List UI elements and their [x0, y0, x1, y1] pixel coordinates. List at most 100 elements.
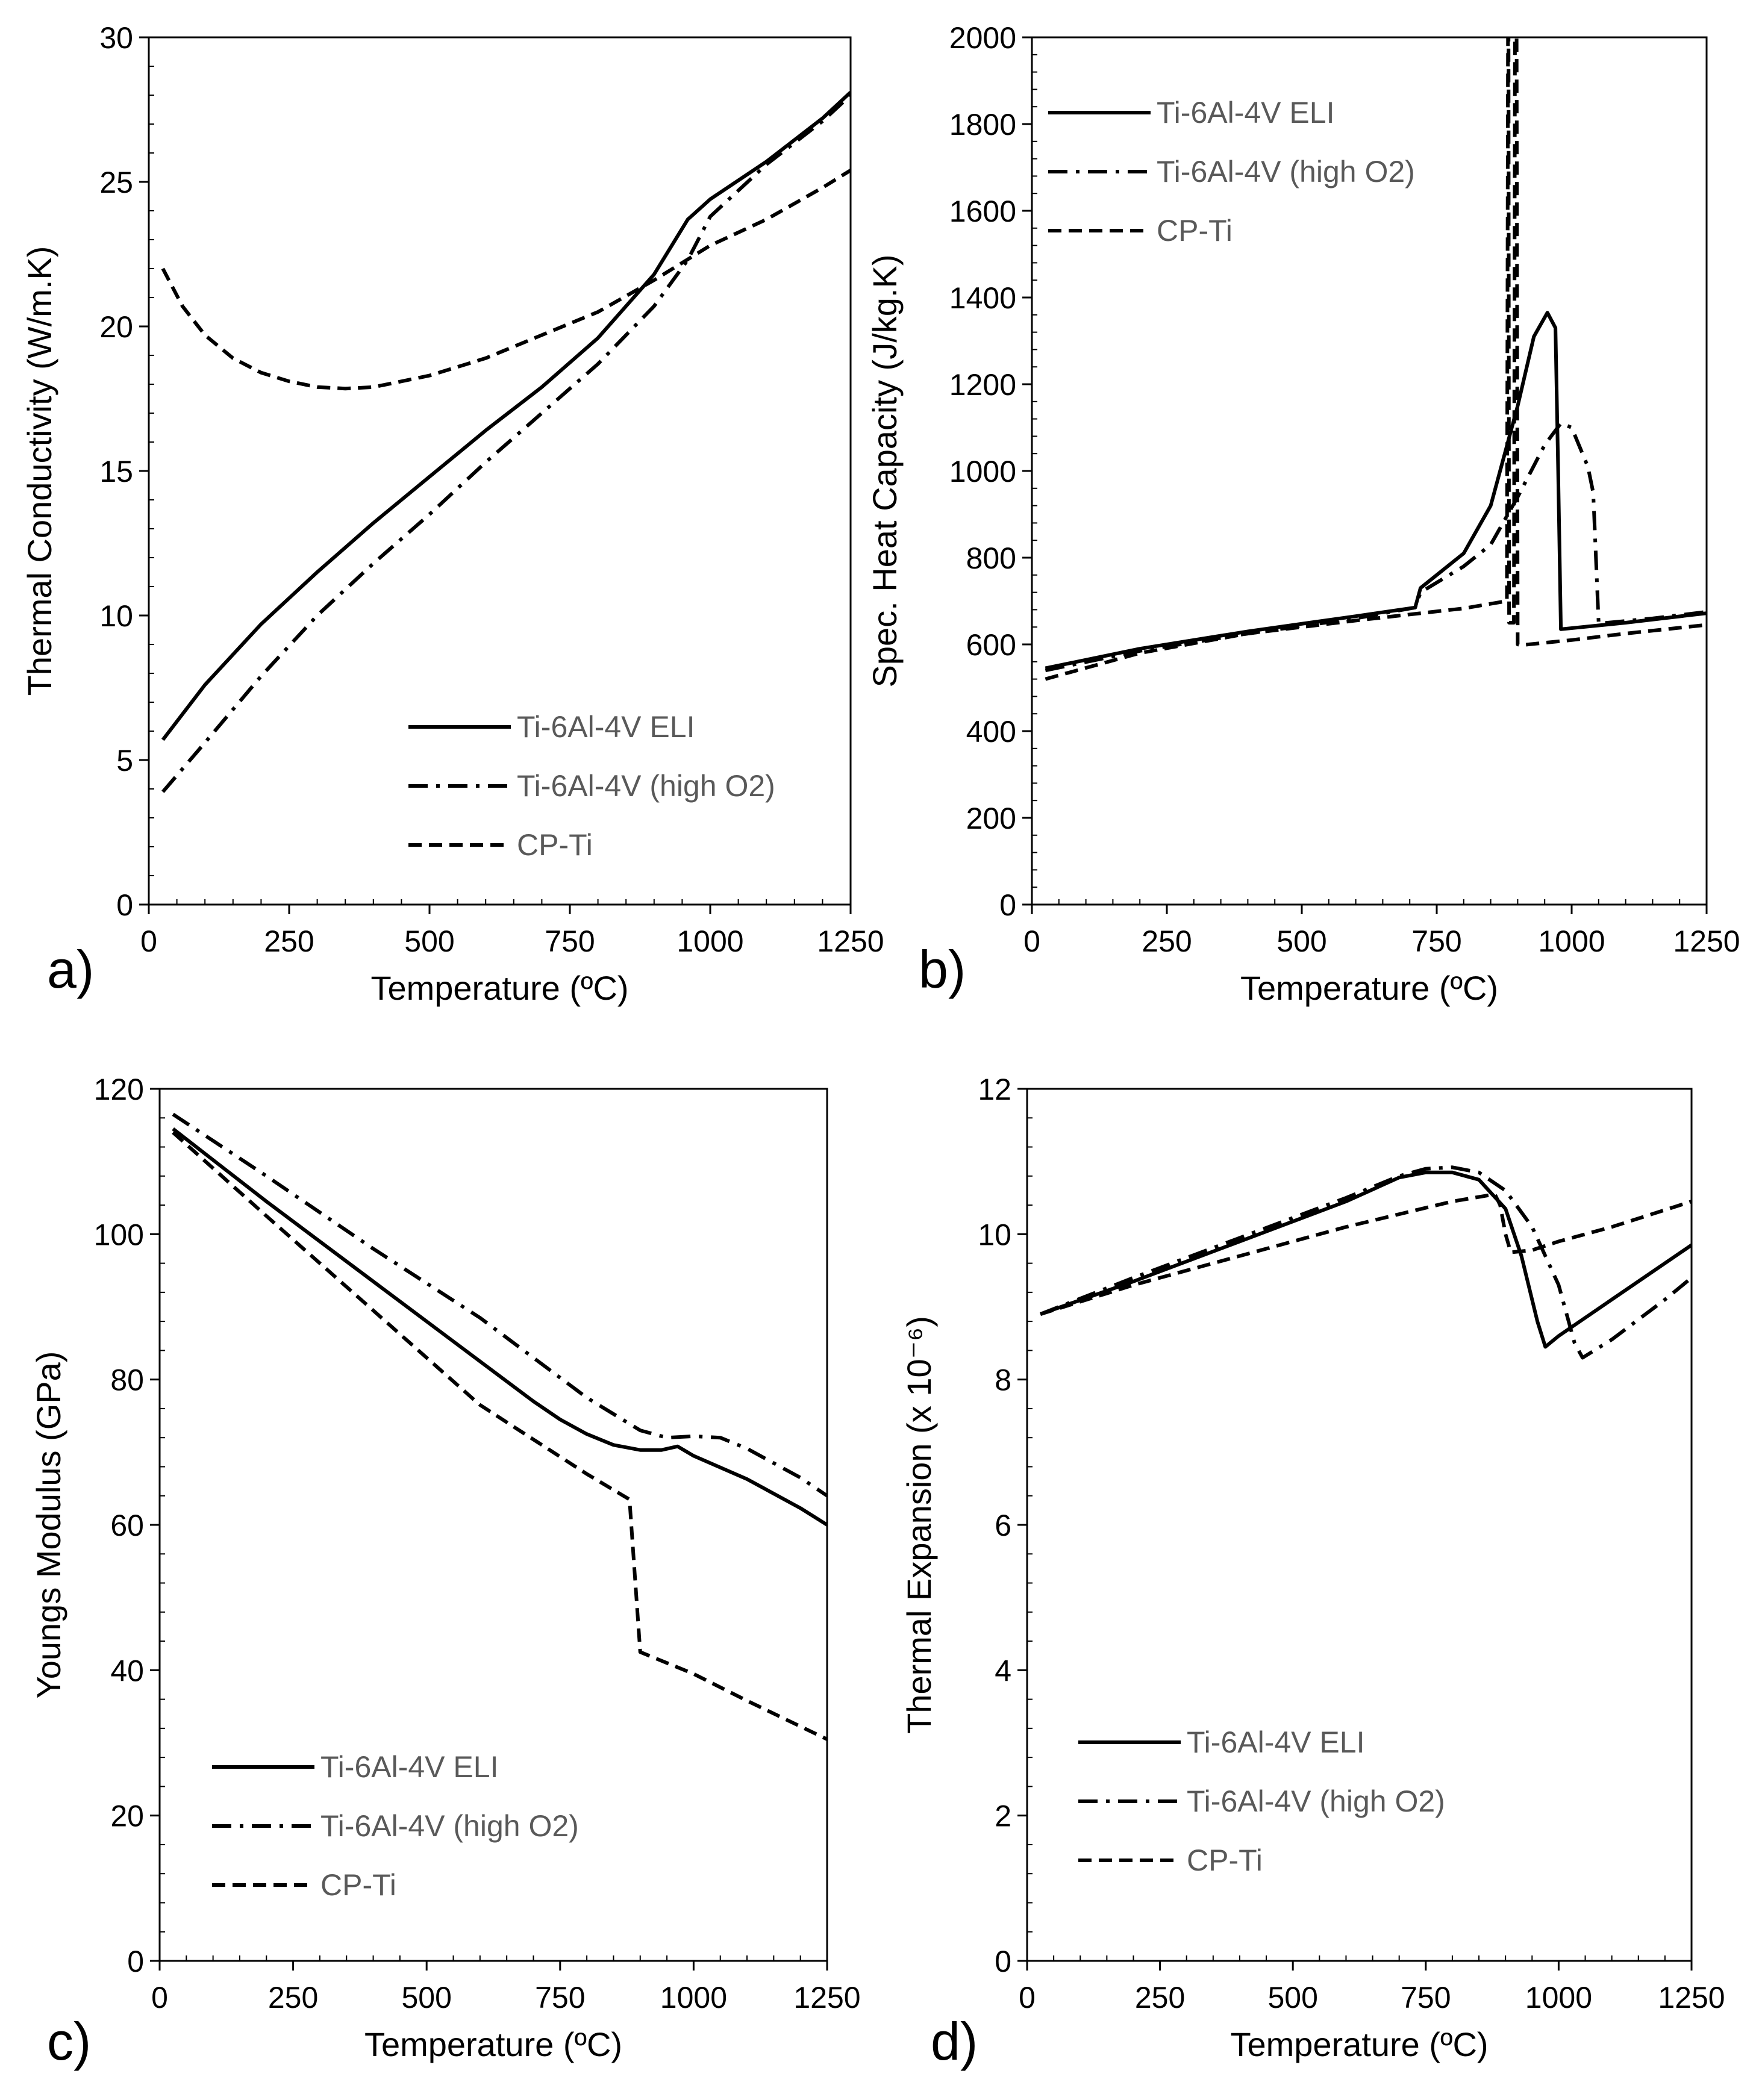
series-line-dashed: [1045, 37, 1707, 681]
x-tick-label: 500: [1276, 924, 1326, 958]
x-tick-label: 750: [1401, 1981, 1451, 2014]
y-tick-label: 800: [966, 541, 1016, 575]
y-tick-label: 0: [127, 1945, 144, 1978]
series-line-dashdot: [1040, 1165, 1692, 1360]
y-tick-label: 200: [966, 802, 1016, 835]
legend-entry: Ti-6Al-4V ELI: [320, 1750, 498, 1784]
x-tick-label: 0: [151, 1981, 168, 2014]
x-tick-label: 750: [535, 1981, 585, 2014]
y-tick-label: 400: [966, 715, 1016, 749]
series-line-dashdot: [172, 1112, 827, 1498]
panel-letter: c): [47, 2011, 91, 2071]
y-tick-label: 60: [110, 1509, 144, 1542]
x-tick-label: 250: [264, 924, 314, 958]
x-tick-label: 1250: [1658, 1981, 1725, 2014]
legend-entry: CP-Ti: [320, 1868, 396, 1902]
series-group: [1045, 37, 1707, 681]
x-tick-label: 500: [404, 924, 454, 958]
chart-panel-c: 0 20 40 60 80 100 120 0 250 500 750 1000 1250 Tempera…: [30, 1073, 861, 2071]
series-line-solid: [161, 90, 851, 741]
x-tick-label: 1250: [817, 924, 884, 958]
x-tick-label: 0: [1019, 1981, 1036, 2014]
panel-letter: a): [47, 939, 94, 999]
y-tick-label: 15: [99, 455, 133, 488]
panel-letter: b): [919, 939, 966, 999]
legend-entry: Ti-6Al-4V ELI: [1187, 1725, 1364, 1759]
y-tick-label: 1000: [949, 455, 1016, 488]
y-tick-label: 20: [110, 1799, 144, 1833]
series-line-dashdot: [161, 93, 851, 793]
x-tick-label: 0: [1023, 924, 1040, 958]
y-tick-label: 8: [995, 1363, 1011, 1397]
legend: Ti-6Al-4V ELI Ti-6Al-4V (high O2) CP-Ti: [408, 710, 775, 862]
x-tick-label: 750: [545, 924, 595, 958]
y-axis-label: Thermal Expansion (x 10⁻⁶): [900, 1316, 938, 1734]
y-tick-label: 600: [966, 628, 1016, 662]
y-tick-label: 4: [995, 1654, 1011, 1687]
y-tick-label: 5: [116, 744, 133, 777]
y-tick-label: 1200: [949, 368, 1016, 402]
x-tick-label: 750: [1411, 924, 1461, 958]
y-tick-label: 25: [99, 166, 133, 199]
y-tick-label: 20: [99, 310, 133, 344]
y-tick-label: 6: [995, 1509, 1011, 1542]
series-line-solid: [172, 1127, 827, 1527]
x-axis-label: Temperature (ºC): [1240, 969, 1498, 1007]
series-line-dashed: [161, 169, 851, 391]
x-tick-label: 1250: [1673, 924, 1740, 958]
legend: Ti-6Al-4V ELI Ti-6Al-4V (high O2) CP-Ti: [1078, 1725, 1445, 1877]
legend-entry: CP-Ti: [1157, 214, 1233, 248]
y-tick-label: 1800: [949, 108, 1016, 142]
y-tick-label: 10: [978, 1218, 1011, 1251]
y-tick-label: 12: [978, 1073, 1011, 1106]
x-tick-label: 500: [401, 1981, 451, 2014]
x-tick-label: 0: [140, 924, 157, 958]
x-tick-label: 1000: [1538, 924, 1605, 958]
x-axis-label: Temperature (ºC): [370, 969, 628, 1007]
panel-letter: d): [931, 2011, 978, 2071]
legend-entry: Ti-6Al-4V (high O2): [517, 769, 775, 803]
legend-entry: Ti-6Al-4V ELI: [1157, 96, 1334, 129]
y-tick-label: 1600: [949, 195, 1016, 228]
x-axis-label: Temperature (ºC): [364, 2025, 622, 2063]
x-tick-label: 250: [268, 1981, 318, 2014]
series-group: [1040, 1165, 1692, 1360]
legend: Ti-6Al-4V ELI Ti-6Al-4V (high O2) CP-Ti: [212, 1750, 579, 1902]
x-tick-label: 1250: [793, 1981, 860, 2014]
chart-panel-d: 0 2 4 6 8 10 12 0 250 500 750 1000 1250 Temperature (…: [900, 1073, 1725, 2071]
y-tick-label: 100: [94, 1218, 144, 1251]
y-tick-label: 80: [110, 1363, 144, 1397]
y-tick-label: 0: [999, 888, 1016, 922]
x-tick-label: 250: [1135, 1981, 1185, 2014]
y-tick-label: 30: [99, 21, 133, 55]
y-tick-label: 10: [99, 599, 133, 633]
legend-entry: Ti-6Al-4V ELI: [517, 710, 695, 744]
x-tick-label: 1000: [660, 1981, 727, 2014]
legend: Ti-6Al-4V ELI Ti-6Al-4V (high O2) CP-Ti: [1048, 96, 1415, 248]
y-axis-label: Thermal Conductivity (W/m.K): [20, 246, 58, 696]
y-tick-label: 0: [116, 888, 133, 922]
y-axis-label: Youngs Modulus (GPa): [30, 1351, 67, 1699]
chart-panel-b: 0 200 400 600 800 1000 1200 1400 1600 1800 2000 0 25…: [866, 21, 1740, 1007]
series-group: [161, 90, 851, 793]
series-group: [172, 1112, 827, 1741]
x-tick-label: 500: [1267, 1981, 1317, 2014]
y-axis-label: Spec. Heat Capacity (J/kg.K): [866, 255, 904, 688]
y-tick-label: 2000: [949, 21, 1016, 55]
x-tick-label: 1000: [1525, 1981, 1592, 2014]
legend-entry: Ti-6Al-4V (high O2): [1187, 1784, 1445, 1818]
y-tick-label: 2: [995, 1799, 1011, 1833]
y-tick-label: 120: [94, 1073, 144, 1106]
y-tick-label: 1400: [949, 281, 1016, 315]
x-tick-label: 250: [1142, 924, 1192, 958]
x-axis-label: Temperature (ºC): [1230, 2025, 1488, 2063]
legend-entry: Ti-6Al-4V (high O2): [320, 1809, 579, 1843]
series-line-solid: [1040, 1170, 1692, 1349]
legend-entry: CP-Ti: [1187, 1843, 1263, 1877]
legend-entry: CP-Ti: [517, 828, 593, 862]
y-tick-label: 40: [110, 1654, 144, 1687]
y-tick-label: 0: [995, 1945, 1011, 1978]
series-line-solid: [1045, 311, 1707, 670]
legend-entry: Ti-6Al-4V (high O2): [1157, 155, 1415, 189]
